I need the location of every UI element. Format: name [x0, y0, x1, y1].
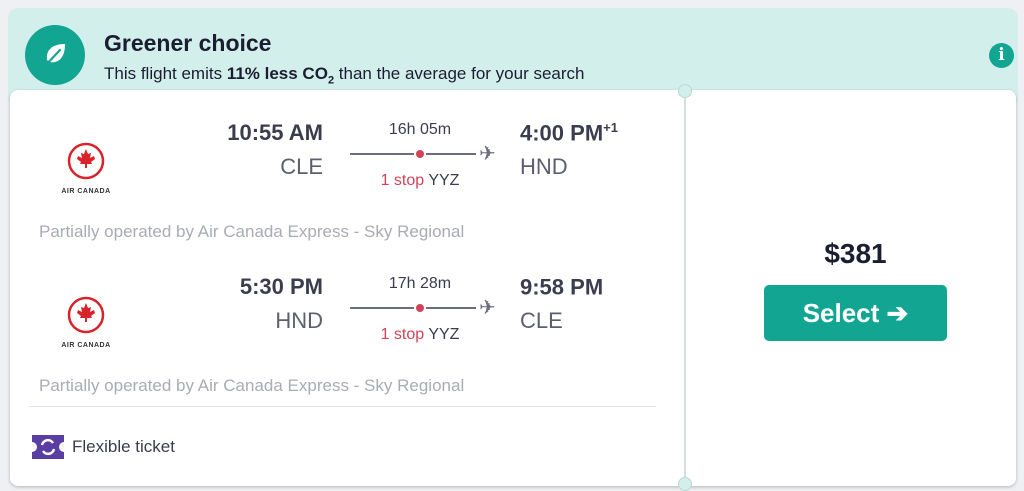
- stops: 1 stop YYZ: [380, 172, 460, 189]
- card-divider: [684, 92, 686, 484]
- stops: 1 stop YYZ: [380, 326, 460, 343]
- price: $381: [824, 238, 887, 269]
- duration: 17h 28m: [388, 275, 452, 292]
- depart-time: 5:30 PM: [239, 274, 323, 299]
- return-leg: AIR CANADA 5:30 PM HND 17h 28m ✈ 1 stop Y…: [10, 268, 690, 418]
- duration: 16h 05m: [388, 121, 452, 138]
- depart-code: HND: [275, 308, 323, 333]
- depart-code: CLE: [280, 154, 323, 179]
- route-line: ✈: [345, 143, 496, 165]
- divider: [29, 406, 656, 407]
- banner-title: Greener choice: [104, 30, 272, 56]
- leaf-icon: [25, 25, 85, 85]
- operated-by: Partially operated by Air Canada Express…: [39, 222, 465, 241]
- flexible-ticket-icon: [32, 435, 64, 459]
- plane-icon: ✈: [479, 297, 496, 319]
- arrive-time: 9:58 PM: [520, 274, 604, 300]
- stop-dot: [416, 150, 424, 158]
- depart-time: 10:55 AM: [227, 120, 323, 145]
- banner-subtitle: This flight emits 11% less CO2 than the …: [104, 64, 585, 87]
- info-icon[interactable]: i: [989, 43, 1014, 68]
- flexible-ticket: Flexible ticket: [30, 433, 175, 461]
- notch-top: [678, 84, 692, 98]
- stop-dot: [416, 304, 424, 312]
- outbound-leg: AIR CANADA 10:55 AM CLE 16h 05m ✈ 1 stop …: [10, 114, 690, 264]
- arrive-code: CLE: [520, 308, 563, 334]
- air-canada-logo: AIR CANADA: [56, 296, 116, 349]
- route-line: ✈: [345, 297, 496, 319]
- air-canada-logo: AIR CANADA: [56, 142, 116, 195]
- operated-by: Partially operated by Air Canada Express…: [39, 376, 465, 395]
- notch-bottom: [678, 477, 692, 491]
- plane-icon: ✈: [479, 143, 496, 165]
- select-button[interactable]: Select ➔: [764, 285, 947, 341]
- arrive-time: 4:00 PM+1: [520, 120, 618, 146]
- arrive-code: HND: [520, 154, 568, 180]
